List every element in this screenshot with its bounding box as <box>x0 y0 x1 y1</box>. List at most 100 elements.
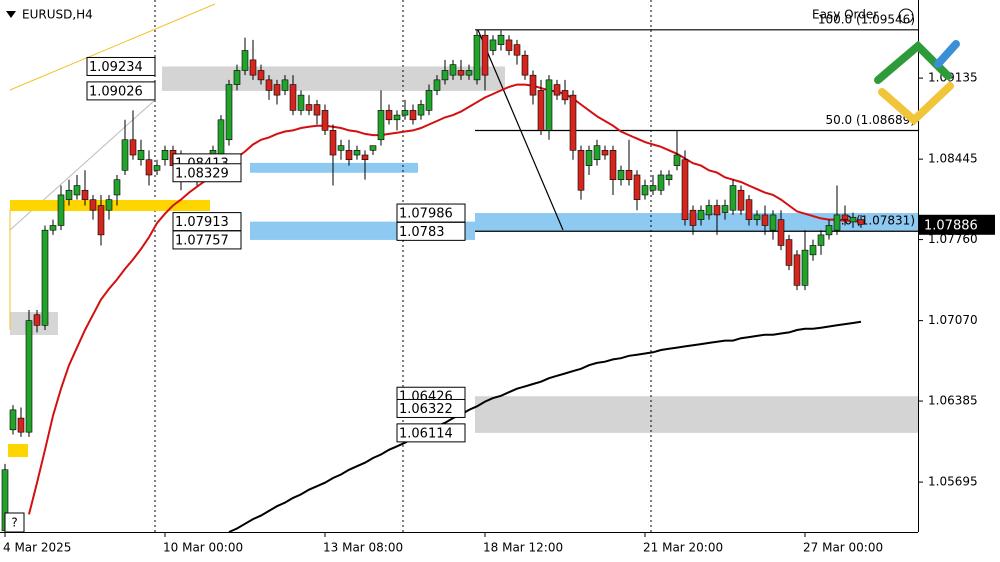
candle-body <box>241 50 249 71</box>
candle-body <box>457 70 465 76</box>
current-price-box <box>919 214 995 235</box>
y-tick-label: 1.07760 <box>928 232 978 246</box>
candle-body <box>649 185 657 191</box>
level-label-box <box>86 81 156 101</box>
candle-body <box>273 84 281 96</box>
candle-body <box>753 214 761 220</box>
candle-body <box>545 79 553 131</box>
price-zone <box>475 213 918 232</box>
tool-name[interactable]: Easy Order <box>812 8 878 22</box>
highlight-zone <box>8 444 28 457</box>
candle-body <box>161 150 169 161</box>
candle-body <box>801 249 809 286</box>
candle-body <box>505 39 513 51</box>
candle-body <box>329 130 337 156</box>
candle-body <box>705 205 713 216</box>
symbol[interactable]: EURUSD,H4 <box>22 8 93 22</box>
candle-body <box>65 189 73 200</box>
candle-body <box>289 84 297 111</box>
candle-body <box>49 225 57 231</box>
candle-body <box>489 39 497 51</box>
level-label-box <box>172 230 242 250</box>
candle-body <box>97 205 105 236</box>
moving-averages <box>28 83 862 532</box>
candle-body <box>849 216 857 223</box>
candle-body <box>561 90 569 101</box>
level-label: 1.07986 <box>399 207 453 222</box>
candle-body <box>105 199 113 211</box>
y-tick-label: 1.08445 <box>928 152 978 166</box>
price-zone <box>475 396 918 433</box>
candle-body <box>537 90 545 131</box>
candle-body <box>761 214 769 226</box>
level-label: 1.06322 <box>399 402 453 417</box>
candle-body <box>857 219 865 225</box>
logo <box>874 40 960 126</box>
candle-body <box>257 70 265 81</box>
candle-body <box>577 150 585 191</box>
candle-body <box>481 34 489 76</box>
candle-body <box>121 139 129 171</box>
moving-average <box>228 320 862 532</box>
candle-body <box>73 185 81 196</box>
candle-body <box>145 159 153 176</box>
candle-body <box>337 145 345 151</box>
candle-body <box>745 199 753 220</box>
candle-body <box>713 205 721 216</box>
candle-body <box>825 225 833 236</box>
candle-body <box>281 79 289 91</box>
candle-body <box>473 34 481 81</box>
candle-body <box>665 174 673 180</box>
candle-body <box>225 84 233 141</box>
candle-body <box>449 64 457 76</box>
candle-body <box>593 145 601 161</box>
candle-body <box>697 209 705 220</box>
x-tick-label: 18 Mar 12:00 <box>483 541 563 555</box>
candle-body <box>585 150 593 166</box>
dropdown-arrow[interactable] <box>6 11 16 18</box>
candle-body <box>313 104 321 116</box>
level-label: 1.07757 <box>175 233 229 248</box>
candle-body <box>793 254 801 286</box>
candle-body <box>305 104 313 111</box>
x-tick-label: 13 Mar 08:00 <box>323 541 403 555</box>
candle-body <box>137 150 145 161</box>
candle-body <box>89 199 97 211</box>
candle-body <box>353 150 361 156</box>
candle-body <box>81 189 89 200</box>
level-label-box <box>86 56 156 76</box>
candle-body <box>529 74 537 96</box>
candles <box>1 30 865 532</box>
candle-body <box>497 34 505 45</box>
help-icon[interactable]: ? <box>11 516 17 530</box>
level-label: 1.08329 <box>175 166 229 181</box>
candle-body <box>369 145 377 151</box>
candle-body <box>553 84 561 96</box>
candle-body <box>521 54 529 76</box>
candle-body <box>417 104 425 116</box>
x-tick-label: 4 Mar 2025 <box>3 541 71 555</box>
logo-mark <box>934 40 960 68</box>
candle-body <box>833 214 841 231</box>
level-label: 1.07913 <box>175 215 229 230</box>
candle-body <box>841 214 849 220</box>
candle-body <box>249 59 257 76</box>
y-tick-label: 1.09135 <box>928 71 978 85</box>
help-button[interactable] <box>4 512 25 533</box>
candle-body <box>681 159 689 220</box>
y-tick-label: 1.05695 <box>928 475 978 489</box>
candle-body <box>25 320 33 433</box>
price-zone <box>250 162 418 173</box>
candle-body <box>33 314 41 326</box>
tool-icon[interactable] <box>898 8 914 24</box>
level-label: 1.0783 <box>399 225 445 240</box>
symbol-bg <box>2 4 112 26</box>
candle-body <box>385 110 393 121</box>
trend-line <box>9 3 216 91</box>
candle-body <box>625 169 633 180</box>
level-label: 1.09234 <box>89 60 143 75</box>
level-label-box <box>172 163 242 183</box>
candle-body <box>361 154 369 161</box>
